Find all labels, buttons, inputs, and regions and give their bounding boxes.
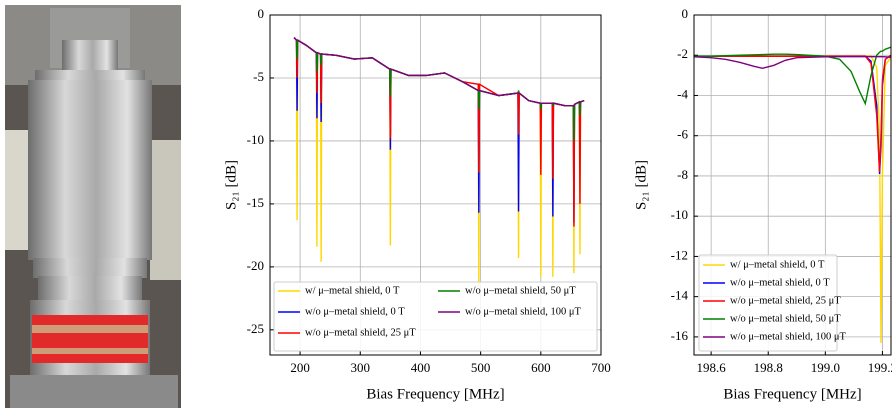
- legend-box: [698, 254, 838, 352]
- legend: w/ μ–metal shield, 0 T w/o μ–metal shield…: [273, 281, 598, 352]
- x-tick-label: 199.2: [868, 360, 892, 375]
- y-tick-label: -20: [247, 258, 264, 273]
- series-line: [694, 46, 891, 106]
- photo: [5, 5, 181, 408]
- plot-frame: [693, 14, 892, 356]
- legend-box: [273, 281, 598, 352]
- y-tick-label: -5: [253, 69, 264, 84]
- y-tick-label: -16: [671, 328, 689, 343]
- y-tick-label: -4: [677, 86, 688, 101]
- legend-label: w/o μ–metal shield, 0 T: [305, 306, 405, 317]
- x-tick-label: 200: [290, 360, 310, 375]
- x-tick-label: 500: [471, 360, 491, 375]
- y-tick-label: -15: [247, 195, 264, 210]
- chart: 200 300 400 500 600 700 0 -5 -10 -15 -20 -25 Bias Fr…: [223, 6, 610, 402]
- y-tick-label: -10: [247, 132, 264, 147]
- series-line: [694, 55, 891, 70]
- legend-label: w/ μ–metal shield, 0 T: [730, 259, 825, 270]
- y-tick-label: -8: [677, 167, 688, 182]
- y-tick-label: 0: [682, 6, 689, 21]
- x-tick-label: 198.6: [697, 360, 727, 375]
- legend-label: w/o μ–metal shield, 25 μT: [305, 327, 416, 338]
- series-line: [293, 37, 585, 107]
- legend-label: w/o μ–metal shield, 50 μT: [465, 285, 576, 296]
- x-axis-label: Bias Frequency [MHz]: [366, 386, 504, 402]
- x-tick-label: 300: [351, 360, 371, 375]
- x-axis-label: Bias Frequency [MHz]: [723, 386, 861, 402]
- legend-label: w/ μ–metal shield, 0 T: [305, 285, 400, 296]
- legend-label: w/o μ–metal shield, 100 μT: [465, 306, 582, 317]
- x-tick-label: 600: [531, 360, 551, 375]
- x-tick-label: 198.8: [754, 360, 783, 375]
- plot-frame: [269, 14, 602, 356]
- legend-label: w/o μ–metal shield, 0 T: [730, 277, 830, 288]
- y-axis-label: S₂₁ [dB]: [633, 160, 649, 210]
- legend-label: w/o μ–metal shield, 100 μT: [730, 331, 847, 342]
- y-tick-label: -2: [677, 46, 688, 61]
- legend-label: w/o μ–metal shield, 25 μT: [730, 295, 841, 306]
- y-tick-label: -14: [671, 288, 689, 303]
- y-tick-label: -6: [677, 127, 688, 142]
- chart: 198.6 198.8 199.0 199.2 0 -2 -4 -6 -8 -10 -12 -14 -1…: [633, 6, 892, 402]
- x-tick-label: 700: [591, 360, 611, 375]
- x-tick-label: 199.0: [811, 360, 840, 375]
- y-tick-label: 0: [258, 6, 265, 21]
- legend: w/ μ–metal shield, 0 T w/o μ–metal shield…: [698, 254, 847, 352]
- y-tick-label: -10: [671, 207, 688, 222]
- y-tick-label: -25: [247, 321, 264, 336]
- x-tick-label: 400: [411, 360, 431, 375]
- y-axis-label: S₂₁ [dB]: [223, 160, 239, 210]
- legend-label: w/o μ–metal shield, 50 μT: [730, 313, 841, 324]
- y-tick-label: -12: [671, 247, 688, 262]
